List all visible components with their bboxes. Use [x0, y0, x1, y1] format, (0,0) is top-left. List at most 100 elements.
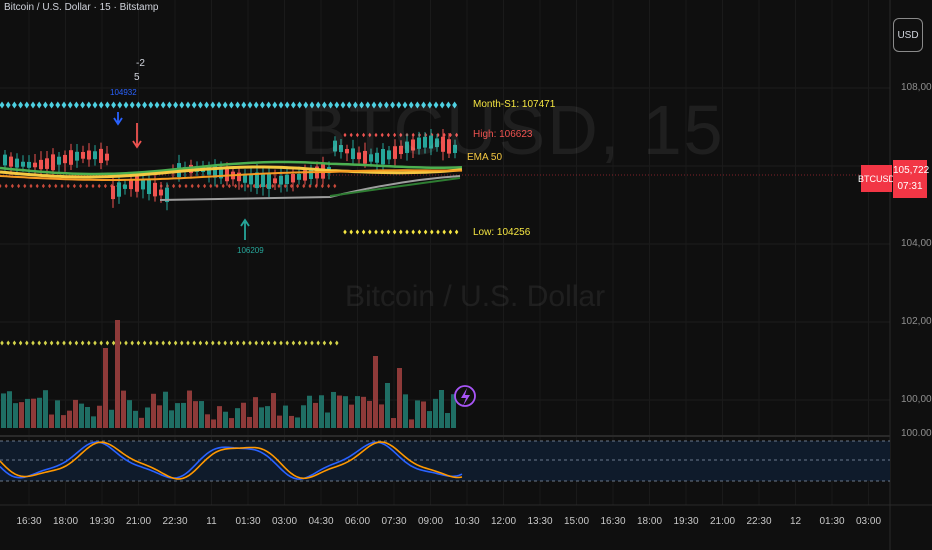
level-dot — [136, 340, 141, 346]
candle — [351, 148, 355, 160]
price-label-100000: 100,000 — [901, 394, 932, 405]
level-dot — [124, 340, 128, 346]
support-dot — [29, 183, 33, 189]
level-dot — [130, 340, 134, 346]
month-s1-dot — [42, 101, 48, 109]
month-s1-dot — [359, 101, 365, 109]
month-s1-dot — [303, 101, 309, 109]
low-dot — [355, 229, 360, 235]
ema-50-line — [0, 165, 463, 179]
candle — [93, 151, 97, 160]
support-dot — [0, 183, 2, 189]
volume-bar — [211, 419, 216, 428]
candle — [393, 146, 397, 159]
low-dot — [380, 229, 384, 235]
month-s1-dot — [222, 101, 228, 109]
time-label: 16:30 — [16, 516, 42, 527]
candle — [213, 164, 217, 178]
volume-bar — [325, 412, 330, 428]
month-s1-dot — [135, 101, 141, 109]
volume-bar — [415, 400, 420, 428]
volume-bar — [427, 411, 432, 428]
candle — [303, 170, 307, 181]
candle — [417, 137, 421, 149]
candle — [273, 178, 277, 184]
symbol-watermark: BTCUSD, 15 — [300, 91, 725, 169]
time-label: 06:00 — [344, 516, 371, 527]
volume-bar — [1, 393, 6, 428]
high-label: High: 106623 — [473, 129, 533, 140]
month-s1-dot — [247, 101, 253, 109]
volume-bar — [49, 414, 54, 428]
volume-bar — [97, 405, 102, 428]
low-dot — [399, 229, 403, 235]
level-dot — [248, 340, 252, 346]
support-dot — [308, 183, 312, 189]
candle — [141, 180, 145, 190]
candle — [51, 154, 55, 171]
support-dot — [41, 183, 45, 189]
volume-bar — [19, 402, 24, 428]
time-label: 09:00 — [417, 516, 444, 527]
level-dot — [62, 340, 66, 346]
bar-countdown: 07:31 — [897, 181, 923, 192]
support-dot — [302, 183, 306, 189]
candle — [381, 149, 385, 165]
volume-bar — [439, 390, 444, 428]
level-dot — [297, 340, 302, 346]
volume-bar — [355, 396, 360, 428]
high-dot — [436, 132, 440, 138]
support-dot — [296, 183, 300, 189]
support-dot — [35, 183, 39, 189]
low-dot — [386, 229, 391, 235]
volume-bar — [13, 403, 18, 428]
volume-bar — [385, 383, 390, 428]
month-s1-dot — [228, 101, 234, 109]
month-s1-dot — [309, 101, 315, 109]
current-price-box: 105,722 07:31 — [893, 160, 929, 198]
month-s1-dot — [30, 101, 36, 109]
month-s1-dot — [253, 101, 259, 109]
candle — [147, 179, 151, 195]
level-dot — [18, 340, 23, 346]
month-s1-dot — [0, 101, 5, 109]
month-s1-dot — [154, 101, 160, 109]
support-dot — [10, 183, 14, 189]
level-dot — [229, 340, 234, 346]
volume-bar — [391, 418, 396, 428]
volume-bar — [145, 407, 150, 428]
volume-bar — [451, 394, 456, 428]
candle — [411, 139, 415, 151]
volume-bar — [127, 400, 132, 428]
support-dot — [54, 183, 58, 189]
level-dot — [260, 340, 265, 346]
volume-bar — [289, 415, 294, 428]
volume-bar — [235, 408, 240, 428]
volume-bar — [409, 419, 414, 428]
volume-bar — [223, 411, 228, 428]
support-dot — [209, 183, 213, 189]
volume-bar — [85, 407, 90, 428]
month-s1-dot — [185, 101, 191, 109]
support-dot — [277, 183, 281, 189]
month-s1-dot — [204, 101, 210, 109]
month-s1-dot — [111, 101, 117, 109]
support-dot — [4, 183, 8, 189]
volume-bar — [253, 397, 258, 428]
low-dot — [430, 229, 434, 235]
candle — [129, 180, 133, 190]
support-dot — [252, 183, 256, 189]
level-dot — [198, 340, 203, 346]
volume-bar — [109, 409, 114, 428]
month-s1-dot — [321, 101, 327, 109]
volume-bar — [373, 356, 378, 428]
currency-button[interactable]: USD — [893, 18, 923, 52]
candle — [165, 187, 169, 203]
volume-bar — [421, 401, 426, 428]
level-dot — [74, 340, 79, 346]
month-s1-dot — [340, 101, 346, 109]
candle — [87, 150, 91, 160]
candle — [309, 168, 313, 179]
candle — [45, 158, 49, 169]
